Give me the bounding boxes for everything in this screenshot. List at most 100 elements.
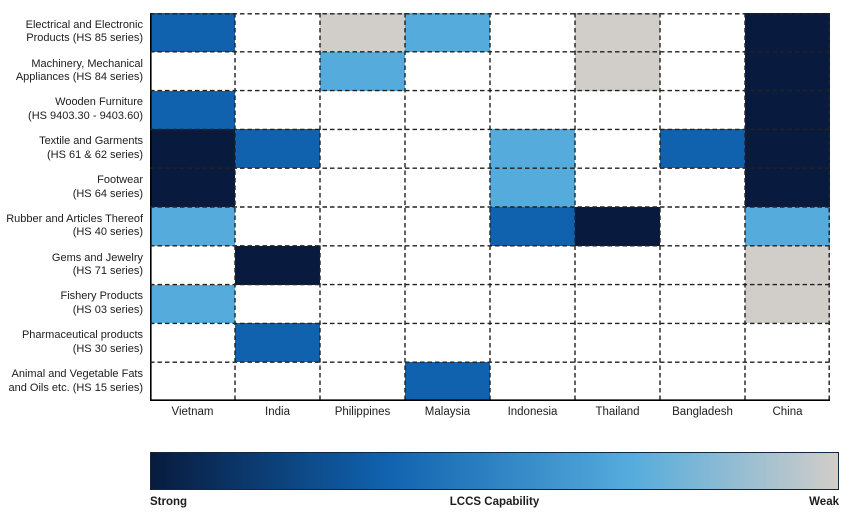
column-label: Bangladesh <box>672 406 733 418</box>
heatmap-cell <box>320 323 405 363</box>
row-label: Machinery, Mechanical Appliances (HS 84 s… <box>15 57 143 84</box>
heatmap-cell <box>745 51 830 91</box>
heatmap-cell <box>150 13 235 52</box>
heatmap-grid <box>150 13 830 402</box>
heatmap-cell <box>320 362 405 401</box>
heatmap-cell <box>235 168 320 207</box>
heatmap-cell <box>405 245 490 285</box>
heatmap-cell <box>575 284 660 324</box>
heatmap-cell <box>405 51 490 91</box>
heatmap-cell <box>745 90 830 130</box>
heatmap-cell <box>405 207 490 246</box>
legend: Strong LCCS Capability Weak <box>150 452 839 508</box>
heatmap-cell <box>660 323 745 363</box>
heatmap-cell <box>745 362 830 401</box>
heatmap-cell <box>235 207 320 246</box>
heatmap-cell <box>405 90 490 130</box>
heatmap-cell <box>150 168 235 207</box>
row-label: Textile and Garments (HS 61 & 62 series) <box>39 135 143 161</box>
heatmap-cell <box>150 207 235 246</box>
heatmap-cell <box>660 13 745 52</box>
heatmap-cell <box>575 245 660 285</box>
heatmap-cell <box>320 168 405 207</box>
heatmap-cell <box>660 362 745 401</box>
heatmap-cell <box>490 51 575 91</box>
heatmap-cell <box>575 362 660 401</box>
heatmap-cell <box>745 129 830 169</box>
heatmap-cell <box>490 362 575 401</box>
column-label: Thailand <box>595 406 640 418</box>
row-label: Wooden Furniture (HS 9403.30 - 9403.60) <box>28 96 143 122</box>
heatmap-cell <box>235 245 320 285</box>
row-labels: Electrical and Electronic Products (HS 85… <box>0 13 143 401</box>
heatmap-cell <box>320 129 405 169</box>
heatmap-cell <box>320 207 405 246</box>
heatmap-cell <box>235 13 320 52</box>
grid-lines <box>150 13 830 402</box>
heatmap-cell <box>150 51 235 91</box>
legend-gradient-bar <box>150 452 839 490</box>
heatmap-cell <box>320 13 405 52</box>
row-label: Gems and Jewelry (HS 71 series) <box>51 251 143 278</box>
heatmap-cell <box>660 129 745 169</box>
heatmap-cell <box>490 90 575 130</box>
heatmap-cell <box>745 13 830 52</box>
row-label: Electrical and Electronic Products (HS 85… <box>25 18 143 45</box>
heatmap-cell <box>150 90 235 130</box>
heatmap-cell <box>490 207 575 246</box>
heatmap-cell <box>235 90 320 130</box>
legend-weak-label: Weak <box>809 496 839 508</box>
heatmap-cell <box>490 129 575 169</box>
heatmap-cell <box>150 245 235 285</box>
heatmap-cell <box>150 284 235 324</box>
column-labels: Vietnam India Philippines Malaysia Indonesia… <box>150 406 830 422</box>
legend-strong-label: Strong <box>150 496 188 508</box>
column-label: China <box>772 406 803 418</box>
heatmap-cell <box>490 13 575 52</box>
heatmap-cell <box>405 13 490 52</box>
legend-labels: Strong LCCS Capability Weak <box>150 496 839 508</box>
heatmap-cell <box>660 51 745 91</box>
heatmap-cell <box>235 362 320 401</box>
row-label: Animal and Vegetable Fats and Oils etc. (… <box>8 368 144 394</box>
heatmap-cell <box>405 168 490 207</box>
heatmap-cell <box>235 284 320 324</box>
heatmap-cell <box>660 284 745 324</box>
heatmap-cell <box>575 51 660 91</box>
row-label: Fishery Products (HS 03 series) <box>60 290 143 316</box>
heatmap-cell <box>660 245 745 285</box>
heatmap-cell <box>405 129 490 169</box>
heatmap-cell <box>490 284 575 324</box>
heatmap-cell <box>320 245 405 285</box>
heatmap-cell <box>575 129 660 169</box>
heatmap-cell <box>745 207 830 246</box>
column-label: India <box>265 406 290 418</box>
heatmap-cell <box>575 323 660 363</box>
row-label: Footwear (HS 64 series) <box>72 174 143 200</box>
heatmap-cell <box>660 168 745 207</box>
heatmap-cell <box>235 51 320 91</box>
column-label: Indonesia <box>507 406 558 418</box>
heatmap-cell <box>745 284 830 324</box>
row-label: Rubber and Articles Thereof (HS 40 series… <box>6 212 143 239</box>
legend-title: LCCS Capability <box>449 496 540 508</box>
heatmap-cell <box>490 168 575 207</box>
heatmap-cell <box>575 168 660 207</box>
heatmap-cell <box>150 362 235 401</box>
heatmap-cell <box>660 90 745 130</box>
heatmap-cell <box>745 168 830 207</box>
column-label: Malaysia <box>424 406 471 418</box>
heatmap-cell <box>320 90 405 130</box>
heatmap-cell <box>575 207 660 246</box>
heatmap-cell <box>575 90 660 130</box>
heatmap-cell <box>490 245 575 285</box>
heatmap-cell <box>745 245 830 285</box>
column-label: Vietnam <box>171 406 214 418</box>
heatmap-cell <box>235 129 320 169</box>
heatmap-cell <box>660 207 745 246</box>
row-label: Pharmaceutical products (HS 30 series) <box>21 329 143 355</box>
heatmap-cell <box>235 323 320 363</box>
heatmap-cell <box>150 323 235 363</box>
heatmap-cell <box>745 323 830 363</box>
